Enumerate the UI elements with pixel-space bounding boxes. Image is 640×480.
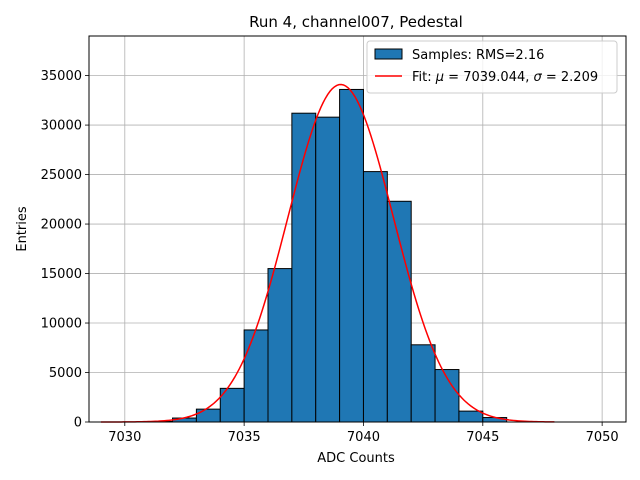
axes-frame — [88, 35, 627, 423]
histogram-bar — [267, 268, 293, 423]
chart-title: Run 4, channel007, Pedestal — [249, 13, 463, 31]
legend-box — [366, 40, 618, 94]
x-axis-label: ADC Counts — [317, 451, 395, 466]
y-tick-label: 10000 — [41, 317, 82, 332]
histogram-bar — [458, 410, 484, 423]
histogram-bar — [315, 116, 341, 423]
y-tick-label: 20000 — [41, 218, 82, 233]
legend-fit-label: Fit: μ = 7039.044, σ = 2.209 — [412, 70, 598, 85]
y-tick-label: 30000 — [41, 119, 82, 134]
x-tick-label: 7050 — [586, 430, 619, 445]
y-tick-label: 15000 — [41, 267, 82, 282]
histogram-bar — [195, 408, 221, 423]
fit-curve — [100, 83, 555, 423]
histogram-bar — [243, 329, 269, 423]
x-tick-label: 7040 — [347, 430, 380, 445]
x-tick-label: 7035 — [228, 430, 261, 445]
histogram-bar — [386, 200, 412, 423]
y-tick-label: 25000 — [41, 168, 82, 183]
legend-histogram-label: Samples: RMS=2.16 — [412, 48, 544, 63]
histogram-bar — [339, 88, 364, 423]
y-axis-label: Entries — [15, 206, 30, 252]
histogram-bar — [410, 344, 436, 423]
plot-area: 7030 7035 7040 7045 7050 0 5000 10000 15000 2000… — [41, 35, 627, 445]
x-tick-label: 7045 — [466, 430, 499, 445]
y-tick-label: 5000 — [49, 366, 82, 381]
histogram-bars — [148, 88, 508, 423]
legend: Samples: RMS=2.16 Fit: μ = 7039.044, σ =… — [366, 40, 618, 94]
y-tick-label: 35000 — [41, 69, 82, 84]
x-tick-label: 7030 — [108, 430, 141, 445]
legend-histogram-swatch — [374, 48, 403, 60]
histogram-bar — [362, 171, 388, 423]
y-axis-ticks: 0 5000 10000 15000 20000 25000 30000 35000 — [41, 69, 89, 431]
x-axis-ticks: 7030 7035 7040 7045 7050 — [108, 422, 619, 445]
y-tick-label: 0 — [74, 416, 82, 431]
